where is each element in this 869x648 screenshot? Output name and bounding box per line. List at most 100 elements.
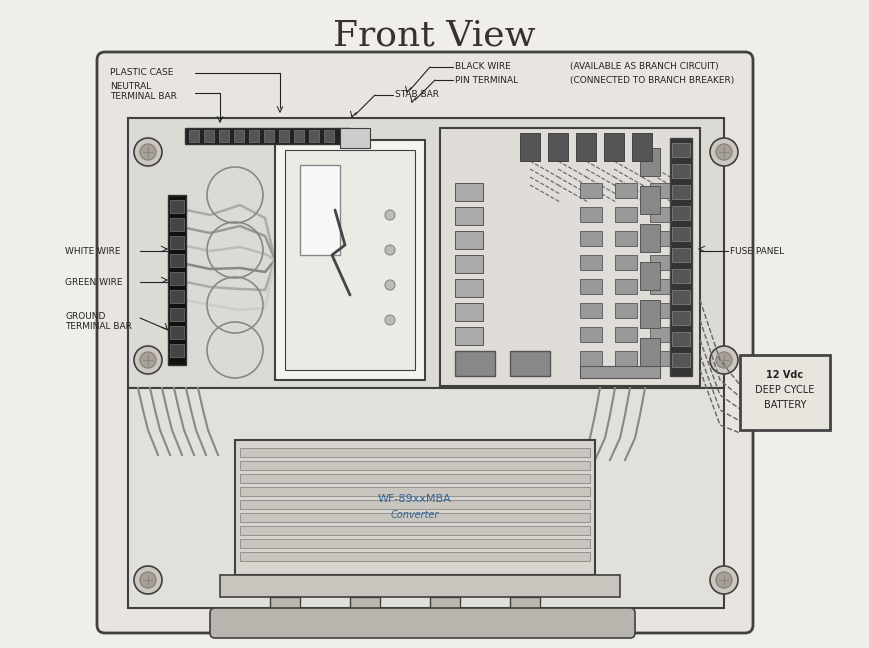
Text: WF-89xxMBA: WF-89xxMBA — [378, 494, 452, 504]
Bar — [240, 487, 590, 496]
Bar — [604, 133, 624, 161]
Bar — [520, 133, 540, 161]
Circle shape — [385, 280, 395, 290]
Bar — [580, 351, 602, 366]
Circle shape — [710, 566, 738, 594]
Circle shape — [140, 144, 156, 160]
Text: GROUND: GROUND — [65, 312, 105, 321]
Bar — [615, 183, 637, 198]
Bar — [455, 183, 483, 201]
Bar — [672, 143, 690, 157]
Bar — [670, 138, 692, 376]
Bar — [672, 248, 690, 262]
Text: PIN TERMINAL: PIN TERMINAL — [455, 76, 518, 85]
Bar — [640, 224, 660, 252]
Bar — [270, 597, 300, 615]
Bar — [455, 207, 483, 225]
Text: Converter: Converter — [391, 510, 439, 520]
Bar — [309, 130, 319, 142]
Bar — [672, 164, 690, 178]
Bar — [672, 311, 690, 325]
Bar — [455, 327, 483, 345]
Bar — [170, 236, 184, 249]
Bar — [240, 526, 590, 535]
Circle shape — [716, 572, 732, 588]
Circle shape — [140, 352, 156, 368]
Bar — [240, 474, 590, 483]
Bar — [350, 597, 380, 615]
Bar — [672, 206, 690, 220]
Bar — [615, 351, 637, 366]
Bar — [650, 351, 672, 366]
Bar — [650, 183, 672, 198]
Bar — [740, 355, 830, 430]
Bar — [234, 130, 244, 142]
Circle shape — [385, 210, 395, 220]
Text: Front View: Front View — [333, 18, 535, 52]
Bar — [220, 575, 620, 597]
Bar — [650, 303, 672, 318]
Bar — [128, 118, 724, 388]
Circle shape — [716, 144, 732, 160]
Bar — [580, 207, 602, 222]
Text: FUSE PANEL: FUSE PANEL — [730, 247, 784, 256]
Bar — [455, 303, 483, 321]
Text: STAB BAR: STAB BAR — [395, 90, 439, 99]
Bar — [240, 539, 590, 548]
Bar — [672, 185, 690, 199]
Text: NEUTRAL: NEUTRAL — [110, 82, 151, 91]
Bar — [170, 254, 184, 267]
Text: DEEP CYCLE: DEEP CYCLE — [755, 385, 815, 395]
Bar — [672, 269, 690, 283]
Bar — [632, 133, 652, 161]
Bar — [189, 130, 199, 142]
Bar — [294, 130, 304, 142]
Bar — [580, 303, 602, 318]
Bar — [640, 148, 660, 176]
Bar — [672, 332, 690, 346]
Bar — [240, 552, 590, 561]
Bar — [170, 290, 184, 303]
Bar — [240, 448, 590, 457]
Bar — [580, 327, 602, 342]
Circle shape — [710, 138, 738, 166]
Bar — [240, 513, 590, 522]
Bar — [264, 130, 274, 142]
Bar — [170, 308, 184, 321]
Bar — [615, 255, 637, 270]
Bar — [455, 351, 483, 369]
Circle shape — [134, 346, 162, 374]
Bar — [170, 344, 184, 357]
Text: BATTERY: BATTERY — [764, 400, 806, 410]
Bar — [650, 255, 672, 270]
Circle shape — [716, 352, 732, 368]
Bar — [615, 303, 637, 318]
Bar — [168, 195, 186, 365]
FancyBboxPatch shape — [97, 52, 753, 633]
Bar — [580, 183, 602, 198]
Bar — [650, 327, 672, 342]
Bar — [650, 207, 672, 222]
Text: WHITE WIRE: WHITE WIRE — [65, 247, 121, 256]
Bar — [640, 262, 660, 290]
Bar — [640, 186, 660, 214]
Bar — [235, 440, 595, 575]
Bar — [279, 130, 289, 142]
Bar — [440, 128, 700, 386]
Bar — [650, 279, 672, 294]
Text: BLACK WIRE: BLACK WIRE — [455, 62, 511, 71]
Circle shape — [134, 138, 162, 166]
Bar — [455, 231, 483, 249]
Bar — [455, 351, 495, 376]
Circle shape — [134, 566, 162, 594]
Bar — [185, 128, 350, 144]
Bar — [615, 279, 637, 294]
Bar — [340, 128, 370, 148]
Bar — [548, 133, 568, 161]
FancyBboxPatch shape — [210, 608, 635, 638]
Bar — [580, 231, 602, 246]
Bar — [580, 255, 602, 270]
Circle shape — [385, 245, 395, 255]
Bar — [576, 133, 596, 161]
Bar — [580, 366, 660, 378]
